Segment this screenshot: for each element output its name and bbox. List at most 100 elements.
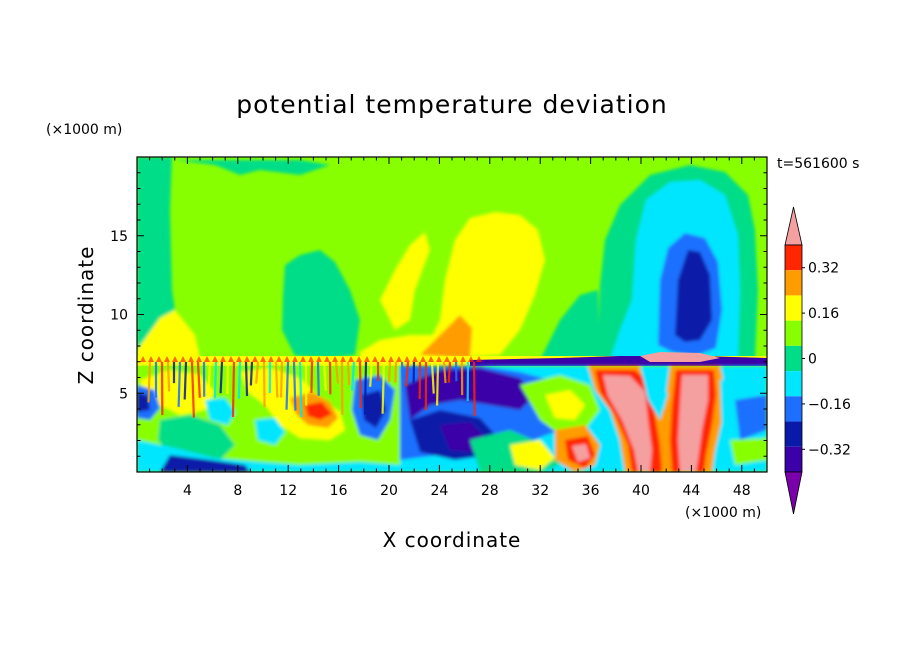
- wave-crest: [452, 356, 458, 362]
- colorbar-top-extension: [784, 206, 803, 246]
- wave-stripe: [404, 361, 410, 387]
- wave-stripe: [346, 361, 351, 386]
- plot-area: [137, 157, 767, 472]
- wave-crest: [284, 356, 290, 362]
- wave-stripe: [310, 361, 314, 393]
- wave-crest: [156, 356, 162, 362]
- colorbar-segment: [785, 345, 802, 372]
- wave-crest: [380, 356, 386, 362]
- wave-stripe: [298, 361, 303, 418]
- wave-stripe: [430, 361, 435, 394]
- wave-stripe: [147, 361, 152, 403]
- wave-crest: [372, 356, 378, 362]
- wave-stripe: [442, 361, 447, 384]
- wave-stripe: [255, 361, 260, 384]
- wave-crest: [444, 356, 450, 362]
- wave-stripe: [322, 361, 327, 391]
- wave-stripe: [262, 361, 266, 408]
- colorbar: 0.32 0.16 0 −0.16 −0.32: [784, 206, 851, 515]
- wave-crest: [388, 356, 394, 362]
- x-axis-label: X coordinate: [383, 528, 522, 552]
- wave-stripe: [237, 361, 242, 399]
- wave-crest: [164, 356, 170, 362]
- wave-stripe: [394, 361, 398, 383]
- wave-crest: [316, 356, 322, 362]
- wave-stripe: [292, 361, 297, 411]
- colorbar-segment: [785, 396, 802, 422]
- wave-crest: [180, 356, 186, 362]
- wave-crest: [228, 356, 234, 362]
- wave-stripe: [196, 361, 201, 398]
- wave-stripe: [213, 361, 218, 398]
- wave-stripe: [351, 361, 356, 391]
- wave-stripe: [274, 361, 279, 398]
- wave-crest: [460, 356, 466, 362]
- y-tick-label: 10: [110, 308, 128, 324]
- y-tick-label: 5: [119, 386, 128, 402]
- wave-stripe: [358, 361, 362, 409]
- wave-stripe: [334, 361, 340, 384]
- wave-crest: [276, 356, 282, 362]
- wave-crest: [468, 356, 474, 362]
- wave-stripe: [190, 361, 195, 418]
- wave-stripe: [435, 361, 440, 406]
- colorbar-segment: [785, 295, 802, 321]
- wave-stripe: [177, 361, 182, 407]
- wave-stripes: [140, 356, 482, 418]
- wave-crest: [204, 356, 210, 362]
- y-axis: 5 10 15: [110, 172, 767, 457]
- x-tick-label: 32: [531, 483, 549, 499]
- wave-stripe: [226, 361, 230, 395]
- colorbar-label: 0.32: [808, 261, 839, 277]
- wave-crest: [436, 356, 442, 362]
- wave-stripe: [369, 361, 374, 387]
- x-tick-label: 48: [733, 483, 751, 499]
- colorbar-label: −0.16: [808, 397, 851, 413]
- wave-crest: [236, 356, 242, 362]
- lower-field: [137, 366, 767, 472]
- wave-stripe: [388, 361, 392, 383]
- wave-crest: [396, 356, 402, 362]
- wave-stripe: [400, 361, 405, 392]
- wave-stripe: [183, 361, 188, 400]
- colorbar-label: 0.16: [808, 306, 839, 322]
- wave-crest: [196, 356, 202, 362]
- x-tick-label: 24: [430, 483, 448, 499]
- wave-stripe: [244, 361, 249, 397]
- x-tick-label: 40: [632, 483, 650, 499]
- colorbar-segment: [785, 371, 802, 397]
- wave-stripe: [447, 361, 452, 383]
- colorbar-label: −0.32: [808, 442, 851, 458]
- wave-crest: [252, 356, 258, 362]
- wave-crest: [412, 356, 418, 362]
- wave-crest: [220, 356, 226, 362]
- wave-crest: [332, 356, 338, 362]
- upper-field: [137, 157, 758, 362]
- wave-stripe: [279, 361, 284, 398]
- wave-stripe: [207, 361, 212, 392]
- x-tick-label: 36: [582, 483, 600, 499]
- x-axis: 4 8 12 16 20 24 28 32 36 40 44 48: [149, 157, 755, 499]
- wave-crest: [420, 356, 426, 362]
- colorbar-segment: [785, 446, 802, 472]
- x-tick-label: 16: [330, 483, 348, 499]
- wave-crest: [324, 356, 330, 362]
- wave-crest: [428, 356, 434, 362]
- wave-crest: [188, 356, 194, 362]
- wave-crest: [148, 356, 154, 362]
- wave-crest: [348, 356, 354, 362]
- colorbar-segment: [785, 270, 802, 296]
- x-tick-label: 8: [233, 483, 242, 499]
- wave-stripe: [219, 361, 224, 394]
- wave-crest: [244, 356, 250, 362]
- y-tick-label: 15: [110, 229, 128, 245]
- time-label: t=561600 s: [777, 156, 859, 172]
- wave-crest: [268, 356, 274, 362]
- x-unit-label: (×1000 m): [685, 505, 761, 521]
- y-unit-label: (×1000 m): [46, 122, 122, 138]
- colorbar-segment: [785, 245, 802, 271]
- colorbar-bottom-extension: [784, 471, 803, 515]
- wave-stripe: [231, 361, 236, 418]
- wave-stripe: [363, 361, 368, 415]
